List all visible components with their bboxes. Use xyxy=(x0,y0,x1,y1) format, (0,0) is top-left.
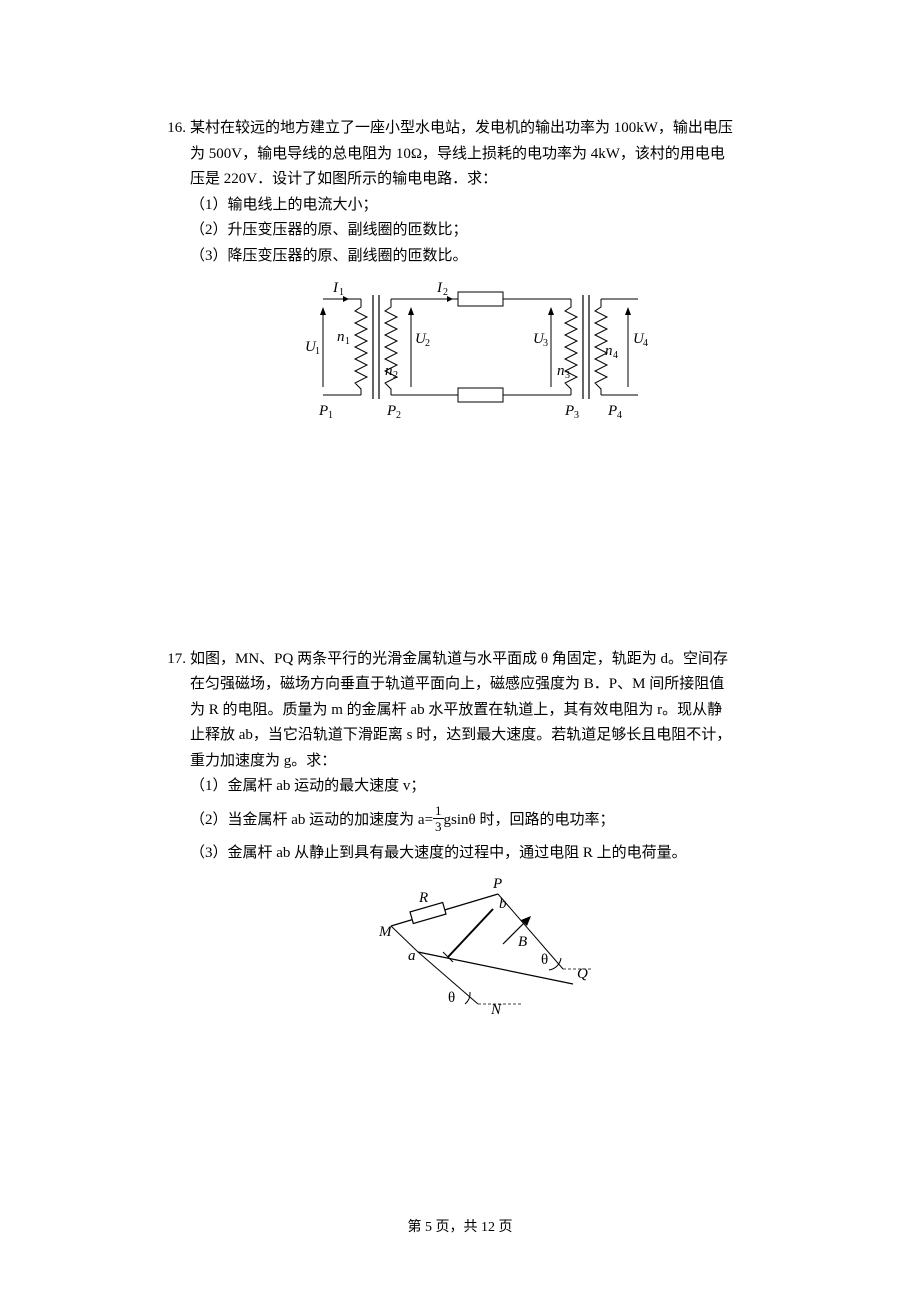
q17-sub2-post: gsinθ 时，回路的电功率； xyxy=(444,811,615,827)
q17-line4: 止释放 ab，当它沿轨道下滑距离 s 时，达到最大速度。若轨道足够长且电阻不计， xyxy=(190,723,775,749)
q16-sub2: （2）升压变压器的原、副线圈的匝数比； xyxy=(190,218,775,244)
svg-text:P: P xyxy=(386,403,396,419)
svg-text:2: 2 xyxy=(396,410,401,421)
q17-diagram: R B θ xyxy=(190,874,775,1044)
q17-sub2: （2）当金属杆 ab 运动的加速度为 a=13gsinθ 时，回路的电功率； xyxy=(190,806,775,835)
q17-sub1: （1）金属杆 ab 运动的最大速度 v； xyxy=(190,774,775,800)
svg-text:2: 2 xyxy=(393,370,398,381)
svg-text:P: P xyxy=(564,403,574,419)
q17-body: 如图，MN、PQ 两条平行的光滑金属轨道与水平面成 θ 角固定，轨距为 d。空间… xyxy=(190,647,775,1044)
q16-sub3: （3）降压变压器的原、副线圈的匝数比。 xyxy=(190,244,775,270)
svg-text:θ: θ xyxy=(541,952,548,968)
q17-line1: 如图，MN、PQ 两条平行的光滑金属轨道与水平面成 θ 角固定，轨距为 d。空间… xyxy=(190,647,775,673)
q16-diagram: I1 I2 U1 xyxy=(190,277,775,437)
svg-text:N: N xyxy=(490,1002,502,1018)
svg-text:3: 3 xyxy=(543,338,548,349)
svg-text:a: a xyxy=(408,948,416,964)
q17-line3: 为 R 的电阻。质量为 m 的金属杆 ab 水平放置在轨道上，其有效电阻为 r。… xyxy=(190,698,775,724)
svg-text:P: P xyxy=(607,403,617,419)
svg-text:I: I xyxy=(436,280,443,296)
q16-number: 16. xyxy=(160,116,190,142)
svg-text:2: 2 xyxy=(443,287,448,298)
svg-text:2: 2 xyxy=(425,338,430,349)
q17-sub3: （3）金属杆 ab 从静止到具有最大速度的过程中，通过电阻 R 上的电荷量。 xyxy=(190,841,775,867)
arrow-u2: U2 xyxy=(408,307,430,387)
q16-line1: 某村在较远的地方建立了一座小型水电站，发电机的输出功率为 100kW，输出电压 xyxy=(190,116,775,142)
arrow-u4: U4 xyxy=(625,307,648,387)
svg-text:n: n xyxy=(605,343,613,359)
arrow-i1: I1 xyxy=(328,280,349,302)
footer-text: 第 5 页，共 12 页 xyxy=(408,1220,513,1235)
svg-text:M: M xyxy=(378,924,393,940)
arrow-i2: I2 xyxy=(433,280,453,302)
svg-text:P: P xyxy=(492,876,502,892)
svg-text:1: 1 xyxy=(339,287,344,298)
q16-body: 某村在较远的地方建立了一座小型水电站，发电机的输出功率为 100kW，输出电压 … xyxy=(190,116,775,437)
svg-text:1: 1 xyxy=(315,346,320,357)
svg-text:1: 1 xyxy=(345,336,350,347)
svg-text:4: 4 xyxy=(617,410,622,421)
q16-line2: 为 500V，输电导线的总电阻为 10Ω，导线上损耗的电功率为 4kW，该村的用… xyxy=(190,142,775,168)
transformer-right xyxy=(533,295,638,399)
svg-text:4: 4 xyxy=(643,338,648,349)
q17-line2: 在匀强磁场，磁场方向垂直于轨道平面向上，磁感应强度为 B．P、M 间所接阻值 xyxy=(190,672,775,698)
q17-sub2-pre: （2）当金属杆 ab 运动的加速度为 a= xyxy=(190,811,433,827)
page-footer: 第 5 页，共 12 页 xyxy=(0,1216,920,1240)
fraction-icon: 13 xyxy=(433,804,444,833)
question-17: 17. 如图，MN、PQ 两条平行的光滑金属轨道与水平面成 θ 角固定，轨距为 … xyxy=(160,647,775,1044)
q17-number: 17. xyxy=(160,647,190,673)
svg-text:n: n xyxy=(385,363,393,379)
svg-text:R: R xyxy=(418,890,428,906)
arrow-u1: U1 xyxy=(305,307,326,387)
svg-text:n: n xyxy=(557,363,565,379)
svg-text:θ: θ xyxy=(448,990,455,1006)
svg-text:3: 3 xyxy=(565,370,570,381)
q16-sub1: （1）输电线上的电流大小； xyxy=(190,193,775,219)
svg-text:B: B xyxy=(518,934,527,950)
svg-text:4: 4 xyxy=(613,350,618,361)
svg-text:P: P xyxy=(318,403,328,419)
svg-text:b: b xyxy=(499,896,507,912)
q17-line5: 重力加速度为 g。求： xyxy=(190,749,775,775)
svg-text:1: 1 xyxy=(328,410,333,421)
svg-text:n: n xyxy=(337,329,345,345)
q16-line3: 压是 220V．设计了如图所示的输电电路．求： xyxy=(190,167,775,193)
page-content: 16. 某村在较远的地方建立了一座小型水电站，发电机的输出功率为 100kW，输… xyxy=(0,0,920,1044)
svg-text:I: I xyxy=(332,280,339,296)
svg-text:3: 3 xyxy=(574,410,579,421)
question-16: 16. 某村在较远的地方建立了一座小型水电站，发电机的输出功率为 100kW，输… xyxy=(160,116,775,437)
arrow-u3: U3 xyxy=(533,307,554,387)
svg-text:Q: Q xyxy=(577,966,588,982)
